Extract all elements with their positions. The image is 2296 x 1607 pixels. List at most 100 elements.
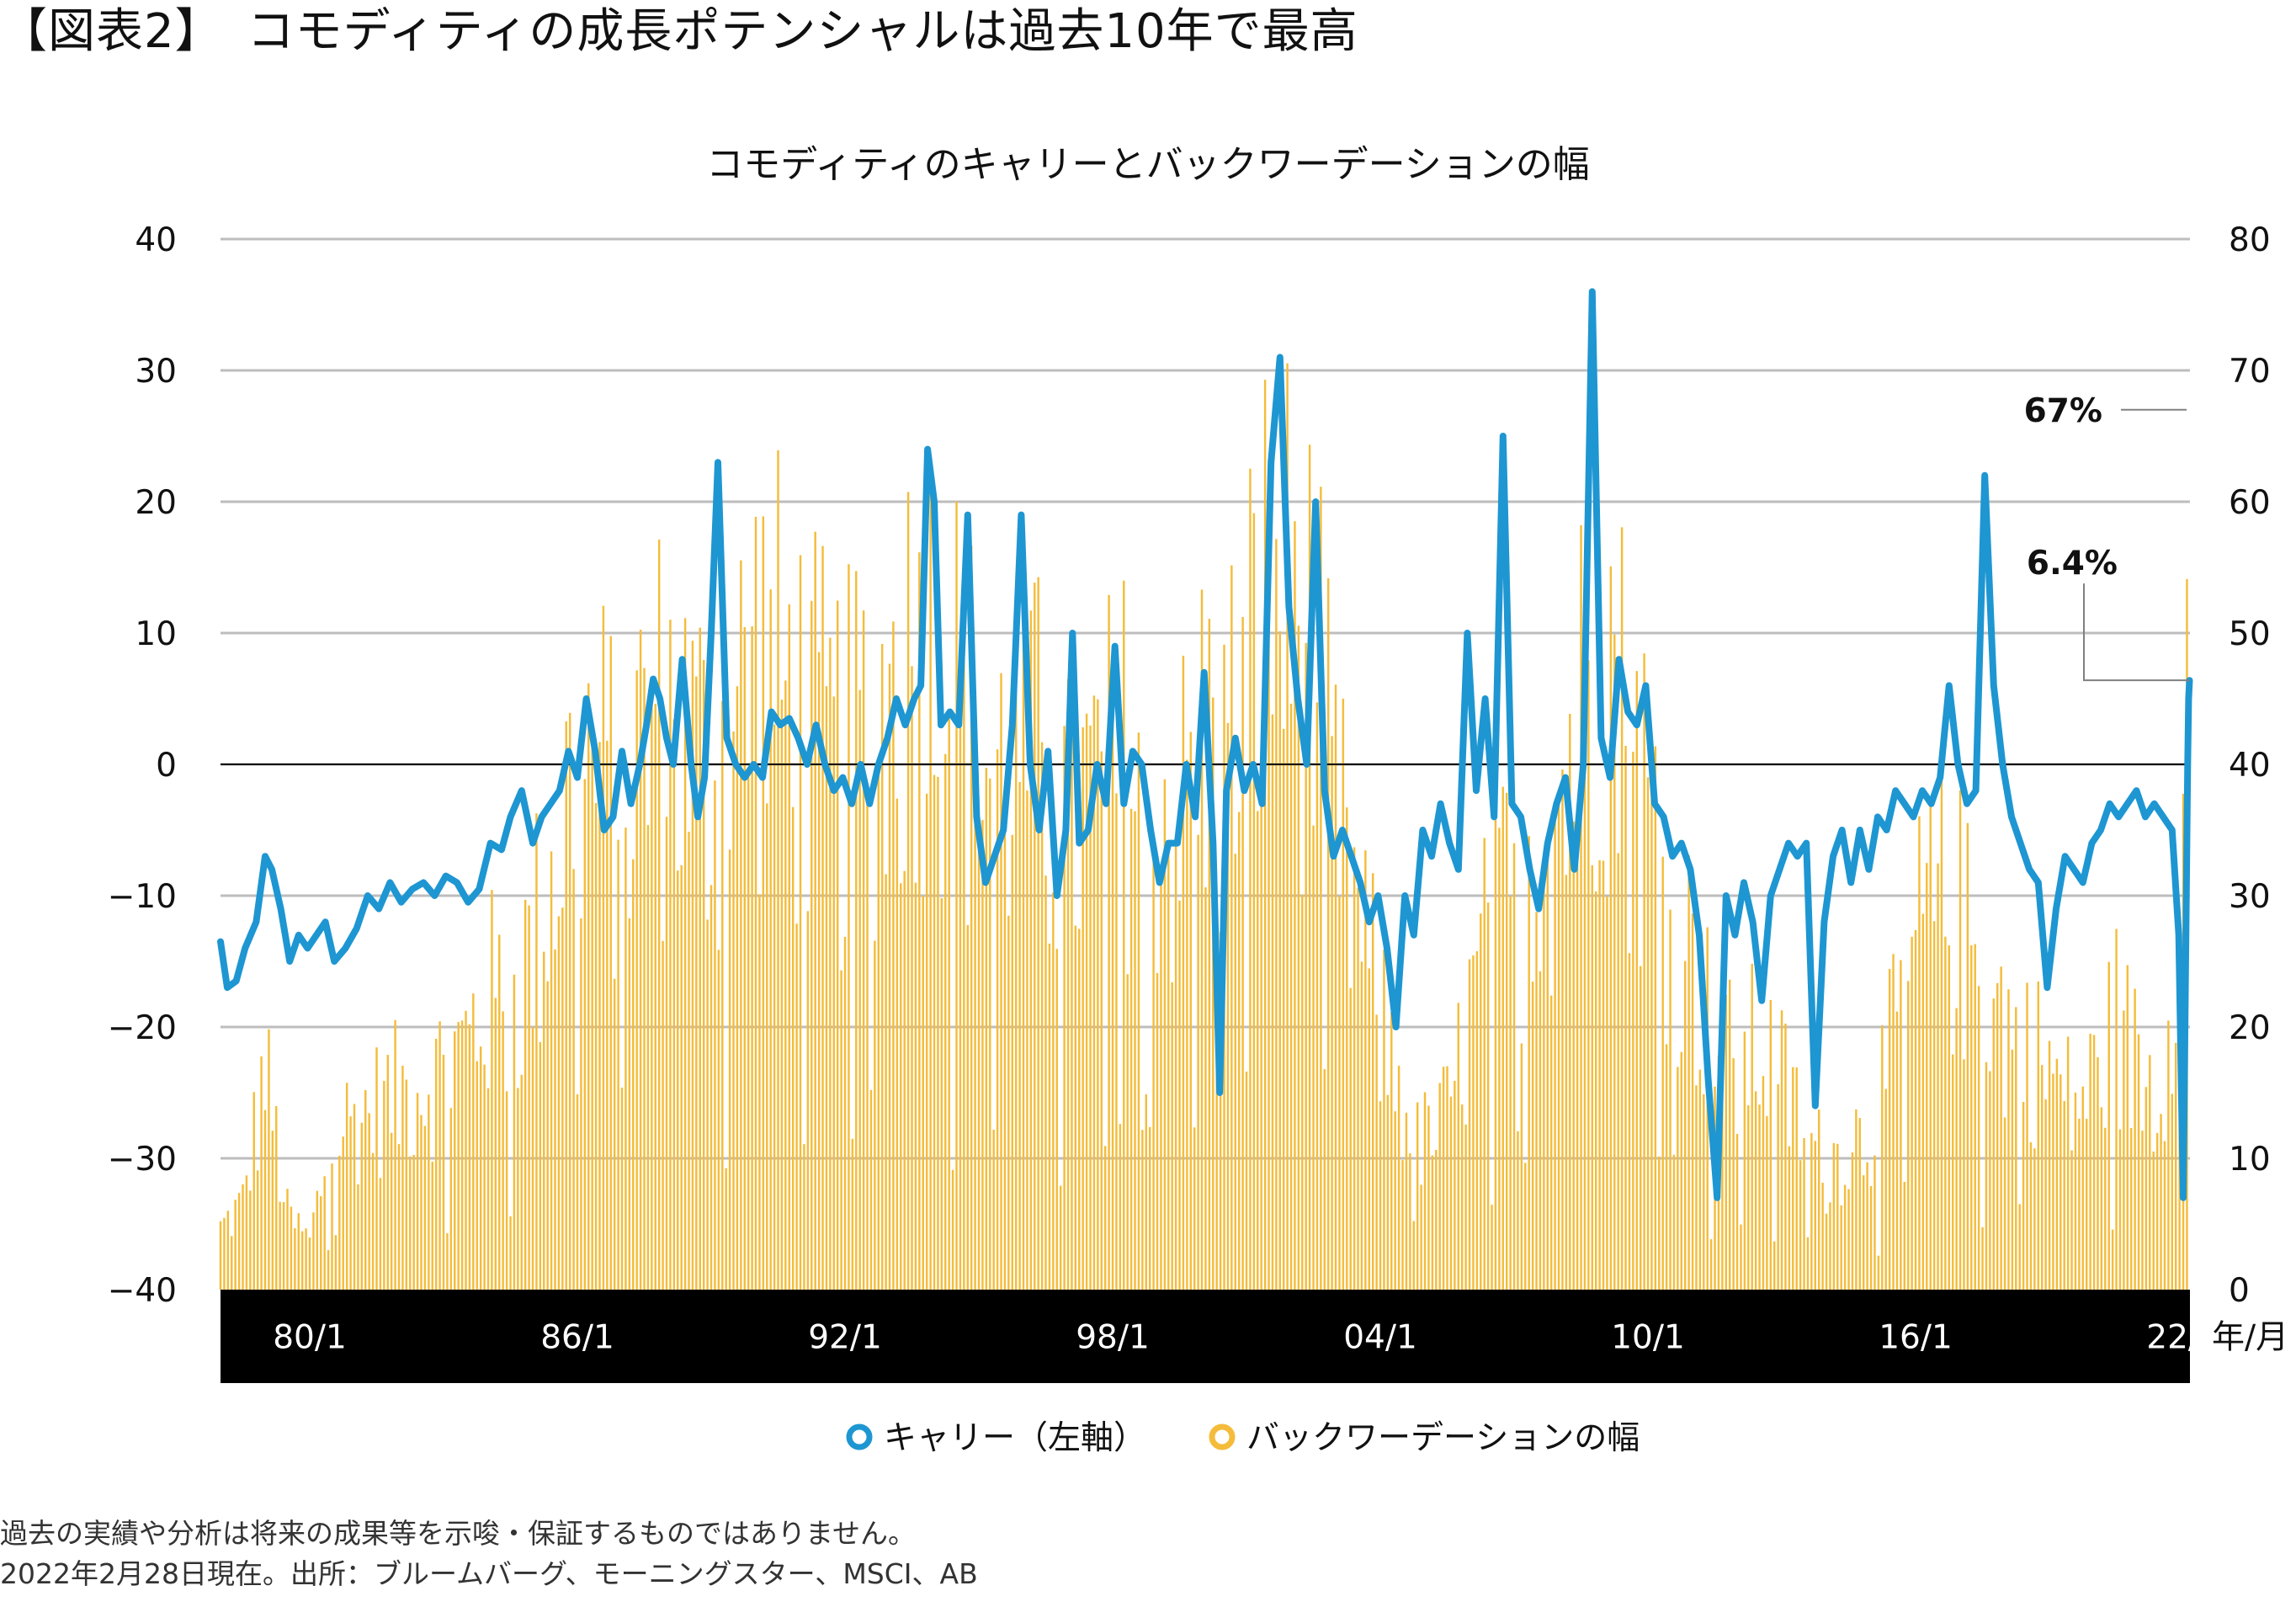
backwardation-bar: [1308, 444, 1311, 1290]
backwardation-bar: [580, 918, 582, 1290]
backwardation-bar: [743, 626, 746, 1290]
backwardation-bar: [922, 896, 924, 1290]
backwardation-bar: [1598, 859, 1601, 1290]
backwardation-bar: [2078, 1118, 2081, 1290]
backwardation-bar: [669, 620, 672, 1290]
backwardation-bar: [320, 1196, 322, 1290]
backwardation-bar: [940, 897, 943, 1290]
backwardation-bar: [1884, 1088, 1887, 1290]
backwardation-bar: [583, 779, 587, 1290]
backwardation-bar: [1725, 994, 1728, 1290]
backwardation-bar: [1108, 594, 1110, 1290]
backwardation-bar: [617, 839, 619, 1290]
backwardation-bar: [1480, 913, 1482, 1290]
backwardation-bar: [1743, 1031, 1746, 1290]
backwardation-bar: [1071, 650, 1073, 1290]
backwardation-bar: [1182, 655, 1185, 1290]
backwardation-bar: [416, 1093, 419, 1290]
backwardation-bar: [1543, 861, 1545, 1290]
backwardation-bar: [732, 731, 735, 1290]
backwardation-bar: [1412, 1221, 1415, 1290]
backwardation-bar: [1427, 1105, 1430, 1290]
backwardation-bar: [1126, 974, 1129, 1290]
backwardation-bar: [688, 832, 690, 1290]
backwardation-bar: [1145, 1094, 1147, 1290]
backwardation-bar: [275, 1105, 278, 1290]
backwardation-bar: [654, 704, 656, 1290]
backwardation-bar: [486, 1088, 490, 1290]
backwardation-bar: [428, 1094, 430, 1290]
x-tick-label: 98/1: [1076, 1319, 1150, 1357]
backwardation-bar: [260, 1056, 263, 1290]
backwardation-bar: [1557, 803, 1560, 1290]
backwardation-bar: [1163, 779, 1167, 1290]
backwardation-bar: [959, 694, 962, 1290]
backwardation-bar: [405, 1079, 408, 1290]
backwardation-bar: [1215, 910, 1218, 1290]
backwardation-bar: [1286, 363, 1289, 1290]
backwardation-bar: [1565, 875, 1568, 1290]
backwardation-bar: [1245, 1071, 1248, 1290]
backwardation-bar: [951, 1169, 954, 1290]
backwardation-bar: [1635, 671, 1639, 1290]
backwardation-bar: [751, 626, 753, 1290]
backwardation-bar: [460, 1020, 464, 1290]
backwardation-bar: [836, 600, 839, 1290]
backwardation-bar: [1561, 769, 1564, 1290]
backwardation-bar: [446, 1233, 449, 1290]
backwardation-bar: [2107, 961, 2110, 1290]
backwardation-bar: [725, 1168, 727, 1290]
backwardation-bar: [992, 1130, 995, 1290]
backwardation-bar: [925, 793, 928, 1290]
backwardation-bar: [1858, 1118, 1862, 1290]
x-tick-label: 80/1: [273, 1319, 347, 1357]
backwardation-bar: [1234, 854, 1236, 1290]
backwardation-bar: [620, 1088, 624, 1290]
backwardation-bar: [2126, 965, 2129, 1290]
backwardation-bar: [2145, 1087, 2148, 1290]
backwardation-bar: [1252, 513, 1256, 1290]
backwardation-bar: [535, 813, 538, 1290]
backwardation-bar: [2007, 989, 2010, 1290]
backwardation-bar: [1554, 814, 1556, 1290]
backwardation-bar: [635, 670, 638, 1290]
backwardation-bar: [1677, 1067, 1679, 1290]
backwardation-bar: [914, 882, 917, 1290]
backwardation-bar: [1268, 466, 1270, 1290]
backwardation-bar: [970, 545, 973, 1290]
y-right-tick-label: 30: [2229, 878, 2271, 916]
backwardation-bar: [420, 1115, 423, 1290]
backwardation-bar: [1263, 380, 1267, 1290]
backwardation-bar: [665, 817, 668, 1290]
backwardation-bar: [2022, 1102, 2025, 1290]
backwardation-bar: [2175, 1042, 2177, 1290]
backwardation-bar: [1092, 695, 1096, 1290]
backwardation-bar: [1643, 653, 1645, 1290]
backwardation-bar: [1620, 527, 1624, 1290]
backwardation-bar: [1911, 936, 1913, 1290]
x-tick-label: 16/1: [1879, 1319, 1953, 1357]
backwardation-bar: [1494, 780, 1497, 1290]
backwardation-bar: [576, 1094, 579, 1290]
backwardation-bar: [357, 1184, 359, 1290]
backwardation-bar: [613, 978, 616, 1290]
backwardation-bar: [498, 934, 501, 1290]
backwardation-bar: [1535, 912, 1538, 1290]
y-right-tick-label: 60: [2229, 484, 2271, 522]
backwardation-bar: [1241, 617, 1244, 1290]
backwardation-bar: [1869, 1185, 1873, 1290]
backwardation-bar: [1123, 580, 1125, 1290]
backwardation-bar: [918, 552, 921, 1290]
backwardation-bar: [1312, 825, 1315, 1290]
y-right-tick-label: 40: [2229, 747, 2271, 785]
backwardation-bar: [1632, 752, 1634, 1290]
backwardation-bar: [2134, 988, 2136, 1290]
backwardation-bar: [1784, 1023, 1787, 1290]
backwardation-bar: [1836, 1143, 1839, 1290]
backwardation-bar: [442, 1054, 445, 1290]
backwardation-bar: [1446, 1066, 1448, 1290]
backwardation-bar: [1963, 1059, 1965, 1290]
backwardation-bar: [494, 998, 497, 1290]
backwardation-bar: [1877, 1255, 1880, 1290]
backwardation-bar: [874, 940, 876, 1290]
